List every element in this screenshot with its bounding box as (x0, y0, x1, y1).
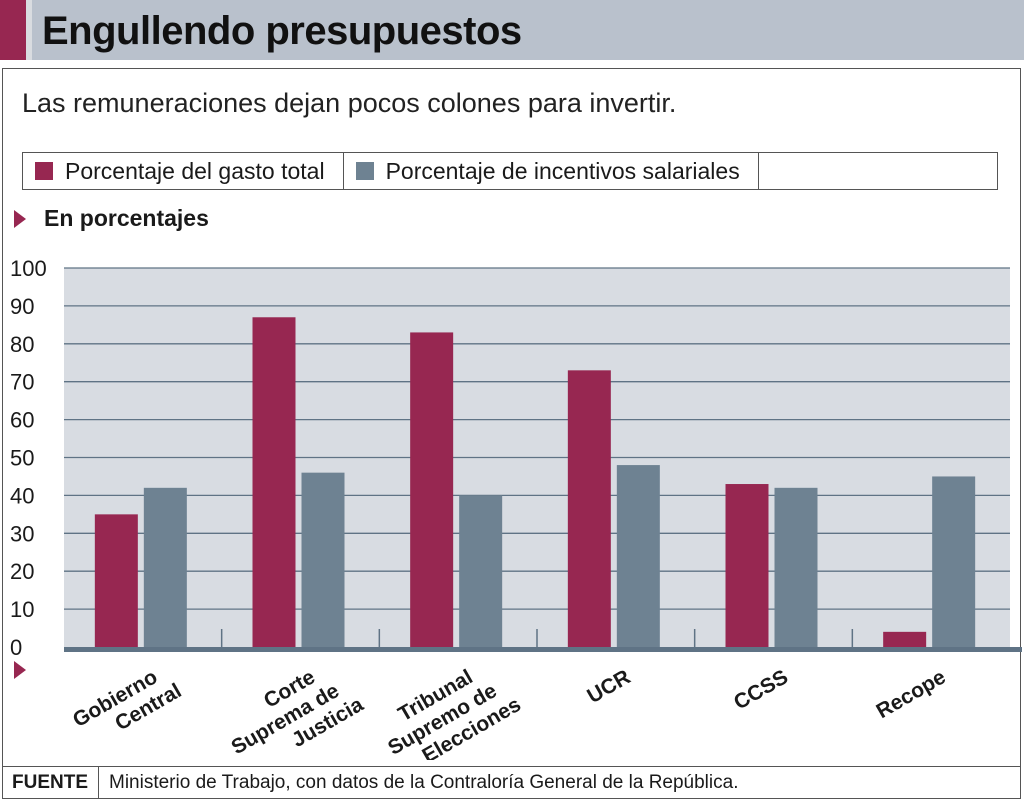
x-category-label-line: Recope (872, 665, 949, 723)
y-tick-label: 90 (10, 294, 34, 319)
x-category-label: Recope (872, 665, 949, 723)
bar-incentivos (774, 487, 818, 647)
bar-gasto-total (567, 370, 611, 647)
chart-subtitle: Las remuneraciones dejan pocos colones p… (22, 88, 677, 118)
source-label: FUENTE (2, 767, 99, 799)
legend-label-gasto: Porcentaje del gasto total (65, 157, 325, 184)
x-category-label: TribunalSupremo deElecciones (372, 651, 525, 760)
y-tick-label: 0 (10, 635, 22, 660)
bar-incentivos (932, 476, 976, 647)
bar-chart: 0 10 20 30 40 50 60 70 80 90 100 GobiernoCentral Cor… (10, 256, 1022, 760)
bar-incentivos (301, 472, 345, 647)
bar-incentivos (616, 465, 660, 647)
y-tick-label: 30 (10, 521, 34, 546)
y-tick-label: 100 (10, 256, 47, 281)
bar-gasto-total (883, 631, 927, 647)
axis-pointer-triangle-icon (14, 661, 26, 679)
x-category-label: UCR (583, 665, 634, 708)
bar-gasto-total (94, 514, 138, 647)
bar-incentivos (459, 495, 503, 647)
title-bar: Engullendo presupuestos (0, 0, 1024, 60)
x-category-label-line: CCSS (730, 665, 792, 714)
x-category-label: CCSS (730, 665, 792, 714)
x-axis-baseline (64, 647, 1022, 652)
legend-item-gasto: Porcentaje del gasto total (23, 153, 344, 189)
y-tick-label: 60 (10, 408, 34, 433)
legend-swatch-gasto (35, 162, 53, 180)
title-accent (0, 0, 26, 60)
bar-gasto-total (252, 317, 296, 647)
legend: Porcentaje del gasto total Porcentaje de… (22, 152, 998, 190)
bar-gasto-total (725, 484, 769, 647)
legend-empty-cell (759, 153, 997, 189)
y-tick-label: 50 (10, 446, 34, 471)
legend-item-incentivos: Porcentaje de incentivos salariales (344, 153, 759, 189)
x-category-label-line: UCR (583, 665, 634, 708)
bar-gasto-total (410, 332, 454, 647)
x-category-label: GobiernoCentral (69, 658, 185, 752)
y-tick-label: 80 (10, 332, 34, 357)
legend-swatch-incentivos (355, 162, 374, 180)
source-bar: FUENTE Ministerio de Trabajo, con datos … (2, 766, 1021, 799)
x-category-label: CorteSuprema deJusticia (216, 651, 368, 760)
source-text: Ministerio de Trabajo, con datos de la C… (109, 772, 739, 793)
y-tick-label: 20 (10, 559, 34, 584)
bar-incentivos (143, 487, 187, 647)
pointer-triangle-icon (14, 209, 26, 228)
chart-title: Engullendo presupuestos (32, 0, 1024, 60)
chart-frame (2, 68, 1021, 799)
y-tick-label: 40 (10, 483, 34, 508)
y-tick-label: 10 (10, 597, 34, 622)
units-label: En porcentajes (14, 205, 209, 232)
units-text: En porcentajes (44, 205, 209, 231)
y-tick-label: 70 (10, 370, 34, 395)
legend-label-incentivos: Porcentaje de incentivos salariales (385, 157, 740, 184)
